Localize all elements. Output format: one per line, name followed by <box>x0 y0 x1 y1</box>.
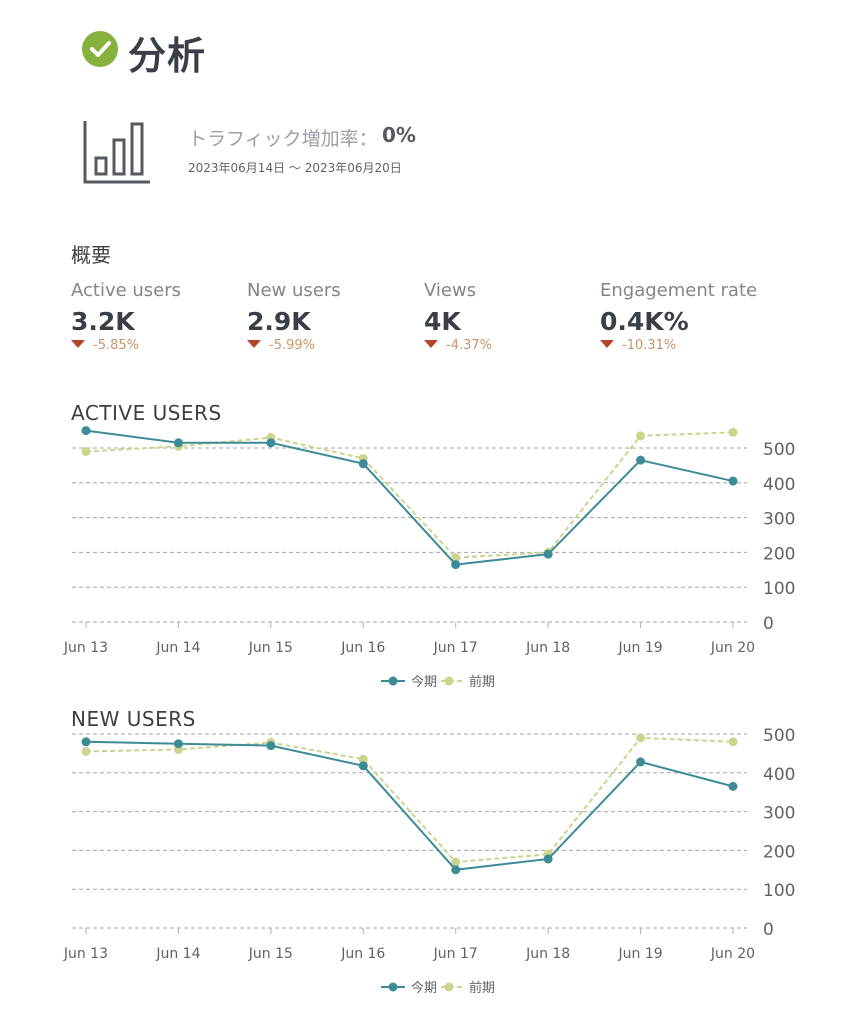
x-tick-label: Jun 19 <box>618 946 663 962</box>
legend-marker-current <box>389 983 398 992</box>
x-tick-label: Jun 17 <box>433 946 478 962</box>
page-title: 分析 <box>128 25 206 80</box>
data-point-current <box>729 782 738 791</box>
metric-value: 0.4K% <box>600 307 770 336</box>
legend-label-current: 今期 <box>411 674 437 690</box>
x-tick-label: Jun 20 <box>710 640 755 656</box>
series-line-current <box>86 431 733 565</box>
data-point-previous <box>636 431 645 440</box>
x-tick-label: Jun 20 <box>710 946 755 962</box>
data-point-current <box>266 741 275 750</box>
x-tick-label: Jun 16 <box>340 946 385 962</box>
data-point-current <box>82 426 91 435</box>
metric-label: Engagement rate <box>600 280 770 301</box>
y-tick-label: 100 <box>763 881 795 901</box>
y-tick-label: 400 <box>763 475 795 495</box>
metric-change: -10.31% <box>600 338 770 353</box>
x-tick-label: Jun 15 <box>248 640 293 656</box>
overview-heading: 概要 <box>71 239 111 268</box>
data-point-current <box>174 438 183 447</box>
date-range: 2023年06月14日 ～ 2023年06月20日 <box>188 159 402 176</box>
data-point-current <box>636 757 645 766</box>
legend-label-previous: 前期 <box>469 674 495 690</box>
x-tick-label: Jun 19 <box>618 640 663 656</box>
data-point-current <box>451 560 460 569</box>
traffic-growth-value: 0% <box>382 123 416 147</box>
metric-change-value: -4.37% <box>446 338 492 353</box>
data-point-current <box>82 737 91 746</box>
metric-label: Active users <box>71 280 241 301</box>
decrease-arrow-icon <box>71 340 85 348</box>
x-tick-label: Jun 14 <box>155 946 200 962</box>
traffic-growth-label: トラフィック増加率： <box>188 124 378 151</box>
data-point-current <box>729 477 738 486</box>
y-tick-label: 400 <box>763 765 795 785</box>
legend-label-current: 今期 <box>411 980 437 996</box>
data-point-current <box>544 550 553 559</box>
active-users-chart: 0 100 200 300 400 500 Jun 13 Jun 14 Jun 15 Jun 16… <box>0 420 848 700</box>
data-point-current <box>359 459 368 468</box>
y-tick-label: 200 <box>763 842 795 862</box>
metric-change: -5.99% <box>247 338 417 353</box>
y-tick-label: 300 <box>763 804 795 824</box>
y-tick-label: 200 <box>763 544 795 564</box>
metric-value: 4K <box>424 307 594 336</box>
y-tick-label: 500 <box>763 440 795 460</box>
metric-change-value: -5.99% <box>269 338 315 353</box>
x-tick-label: Jun 16 <box>340 640 385 656</box>
data-point-current <box>359 761 368 770</box>
x-tick-label: Jun 13 <box>63 946 108 962</box>
x-tick-label: Jun 14 <box>155 640 200 656</box>
y-tick-label: 300 <box>763 510 795 530</box>
metric-value: 3.2K <box>71 307 241 336</box>
data-point-current <box>636 456 645 465</box>
metric-change-value: -5.85% <box>93 338 139 353</box>
metric-new-users: New users 2.9K -5.99% <box>247 280 417 353</box>
data-point-current <box>544 854 553 863</box>
y-tick-label: 500 <box>763 726 795 746</box>
decrease-arrow-icon <box>424 340 438 348</box>
bar-chart-icon <box>82 118 152 186</box>
y-tick-label: 100 <box>763 579 795 599</box>
check-icon <box>82 31 118 67</box>
metric-label: Views <box>424 280 594 301</box>
x-tick-label: Jun 13 <box>63 640 108 656</box>
x-tick-label: Jun 15 <box>248 946 293 962</box>
y-tick-label: 0 <box>763 614 774 634</box>
data-point-previous <box>729 428 738 437</box>
new-users-chart: 0 100 200 300 400 500 Jun 13 Jun 14 Jun 15 Jun 16… <box>0 726 848 1006</box>
data-point-previous <box>636 733 645 742</box>
data-point-previous <box>82 447 91 456</box>
legend-marker-previous <box>445 677 454 686</box>
metric-change-value: -10.31% <box>622 338 676 353</box>
data-point-previous <box>82 747 91 756</box>
metric-label: New users <box>247 280 417 301</box>
y-tick-label: 0 <box>763 920 774 940</box>
metric-engagement-rate: Engagement rate 0.4K% -10.31% <box>600 280 770 353</box>
x-tick-label: Jun 18 <box>525 640 570 656</box>
x-tick-label: Jun 17 <box>433 640 478 656</box>
data-point-current <box>266 438 275 447</box>
metric-active-users: Active users 3.2K -5.85% <box>71 280 241 353</box>
series-line-previous <box>86 738 733 862</box>
metric-views: Views 4K -4.37% <box>424 280 594 353</box>
decrease-arrow-icon <box>247 340 261 348</box>
legend-marker-previous <box>445 983 454 992</box>
data-point-previous <box>729 737 738 746</box>
legend-marker-current <box>389 677 398 686</box>
data-point-current <box>451 865 460 874</box>
metric-change: -4.37% <box>424 338 594 353</box>
metric-value: 2.9K <box>247 307 417 336</box>
metric-change: -5.85% <box>71 338 241 353</box>
x-tick-label: Jun 18 <box>525 946 570 962</box>
decrease-arrow-icon <box>600 340 614 348</box>
legend-label-previous: 前期 <box>469 980 495 996</box>
data-point-current <box>174 739 183 748</box>
series-line-previous <box>86 432 733 557</box>
